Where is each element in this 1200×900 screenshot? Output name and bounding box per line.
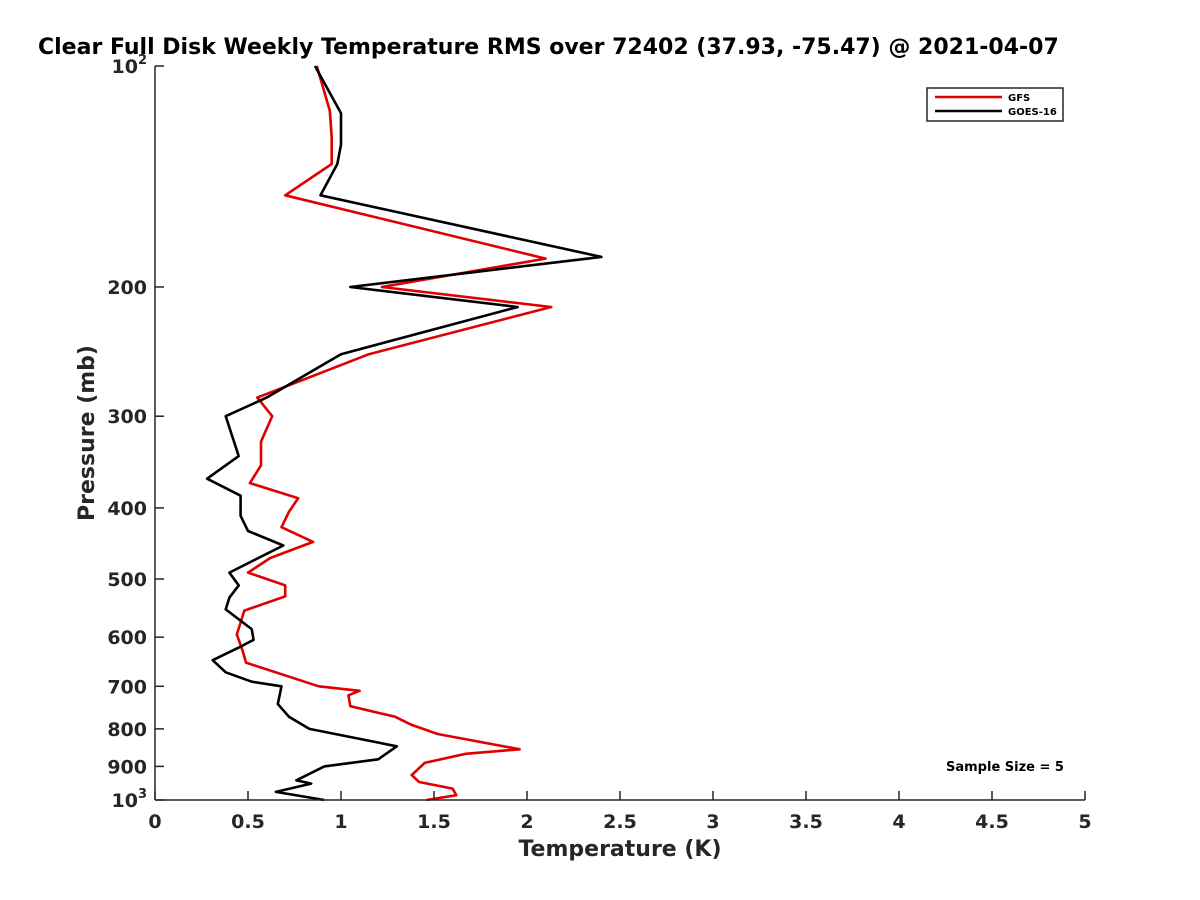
legend-box (926, 87, 1064, 122)
x-tick-label: 0.5 (231, 811, 265, 833)
legend-label-goes-16: GOES-16 (1008, 107, 1057, 118)
plot-area (205, 65, 603, 802)
x-axis-ticks: 0 0.5 1 1.5 2 2.5 3 3.5 4 4.5 5 (148, 791, 1092, 833)
series-line-gfs (235, 65, 553, 802)
x-tick-label: 3 (706, 811, 719, 833)
legend: GFS GOES-16 (926, 87, 1064, 122)
x-tick-label: 0 (148, 811, 161, 833)
series-line-goes-16 (205, 65, 603, 802)
legend-label-gfs: GFS (1008, 93, 1030, 104)
x-axis-label: Temperature (K) (518, 837, 721, 862)
y-tick-label: 800 (107, 719, 147, 741)
chart-title: Clear Full Disk Weekly Temperature RMS o… (38, 35, 1059, 60)
y-tick-label: 200 (107, 277, 147, 299)
y-tick-label: 102 (112, 53, 148, 78)
x-tick-label: 3.5 (789, 811, 823, 833)
y-tick-label: 500 (107, 569, 147, 591)
y-tick-label: 400 (107, 498, 147, 520)
y-axis-label: Pressure (mb) (75, 345, 100, 521)
y-axis-ticks: 102 200 300 400 500 600 700 800 900 103 (107, 53, 164, 812)
y-tick-label: 300 (107, 406, 147, 428)
y-tick-label: 900 (107, 756, 147, 778)
x-tick-label: 4.5 (975, 811, 1009, 833)
y-tick-label: 600 (107, 627, 147, 649)
y-tick-label: 103 (112, 787, 148, 812)
x-tick-label: 2 (520, 811, 533, 833)
x-tick-label: 4 (892, 811, 905, 833)
x-tick-label: 2.5 (603, 811, 637, 833)
x-tick-label: 5 (1078, 811, 1091, 833)
x-tick-label: 1 (334, 811, 347, 833)
y-tick-label: 700 (107, 676, 147, 698)
sample-size-annotation: Sample Size = 5 (946, 760, 1064, 775)
x-tick-label: 1.5 (417, 811, 451, 833)
